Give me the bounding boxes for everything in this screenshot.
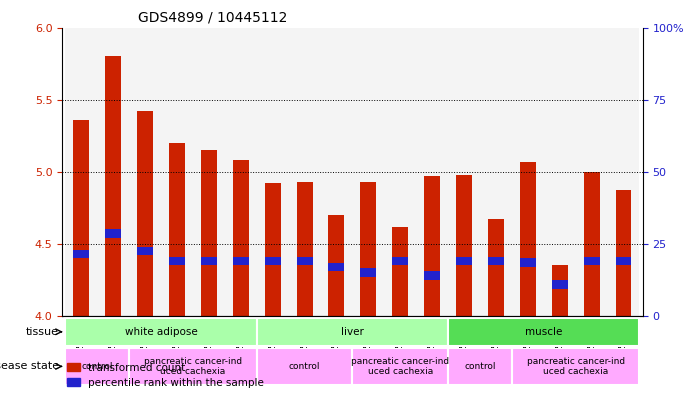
Bar — [161, 28, 193, 316]
Bar — [607, 28, 639, 316]
Text: control: control — [82, 362, 113, 371]
Bar — [448, 28, 480, 316]
Bar — [584, 257, 600, 265]
Text: GDS4899 / 10445112: GDS4899 / 10445112 — [138, 11, 287, 25]
Bar — [328, 263, 344, 271]
Bar — [265, 183, 281, 316]
Text: pancreatic cancer-ind
uced cachexia: pancreatic cancer-ind uced cachexia — [527, 357, 625, 376]
Bar — [233, 160, 249, 316]
Bar — [576, 28, 607, 316]
Text: muscle: muscle — [525, 327, 562, 337]
Bar — [424, 271, 440, 280]
Bar — [551, 280, 568, 288]
Text: white adipose: white adipose — [124, 327, 198, 337]
Bar — [233, 257, 249, 265]
FancyBboxPatch shape — [257, 348, 352, 385]
Bar — [66, 28, 97, 316]
Bar — [257, 28, 289, 316]
Bar — [137, 247, 153, 255]
Bar — [384, 28, 416, 316]
Text: liver: liver — [341, 327, 364, 337]
Bar — [520, 162, 536, 316]
Text: disease state: disease state — [0, 362, 59, 371]
Bar — [616, 191, 632, 316]
Bar — [520, 258, 536, 267]
Bar — [296, 182, 312, 316]
Bar — [480, 28, 512, 316]
Bar — [296, 257, 312, 265]
Text: tissue: tissue — [26, 327, 59, 337]
Bar — [225, 28, 257, 316]
FancyBboxPatch shape — [352, 348, 448, 385]
Bar — [73, 250, 89, 258]
Bar — [97, 28, 129, 316]
Bar — [456, 257, 472, 265]
Bar — [352, 28, 384, 316]
FancyBboxPatch shape — [257, 318, 448, 346]
Bar — [105, 56, 121, 316]
Bar — [361, 182, 377, 316]
Bar — [328, 215, 344, 316]
FancyBboxPatch shape — [66, 348, 129, 385]
Bar — [265, 257, 281, 265]
FancyBboxPatch shape — [512, 348, 639, 385]
Bar — [169, 257, 185, 265]
Text: pancreatic cancer-ind
uced cachexia: pancreatic cancer-ind uced cachexia — [144, 357, 242, 376]
Bar — [73, 120, 89, 316]
Text: pancreatic cancer-ind
uced cachexia: pancreatic cancer-ind uced cachexia — [351, 357, 449, 376]
Bar — [416, 28, 448, 316]
FancyBboxPatch shape — [129, 348, 257, 385]
Text: control: control — [289, 362, 321, 371]
Bar — [201, 257, 217, 265]
Bar — [488, 257, 504, 265]
Bar — [616, 257, 632, 265]
Bar — [169, 143, 185, 316]
Bar — [392, 257, 408, 265]
Bar — [289, 28, 321, 316]
Bar — [551, 265, 568, 316]
Text: control: control — [464, 362, 495, 371]
Bar — [456, 174, 472, 316]
FancyBboxPatch shape — [66, 318, 257, 346]
Bar — [512, 28, 544, 316]
Bar — [361, 268, 377, 277]
Bar — [544, 28, 576, 316]
Bar — [129, 28, 161, 316]
Bar — [321, 28, 352, 316]
Bar — [424, 176, 440, 316]
Bar — [584, 172, 600, 316]
Bar — [137, 111, 153, 316]
Bar — [392, 226, 408, 316]
Bar — [201, 150, 217, 316]
Bar — [105, 230, 121, 238]
FancyBboxPatch shape — [448, 348, 512, 385]
Legend: transformed count, percentile rank within the sample: transformed count, percentile rank withi… — [68, 363, 264, 388]
Bar — [193, 28, 225, 316]
FancyBboxPatch shape — [448, 318, 639, 346]
Bar — [488, 219, 504, 316]
